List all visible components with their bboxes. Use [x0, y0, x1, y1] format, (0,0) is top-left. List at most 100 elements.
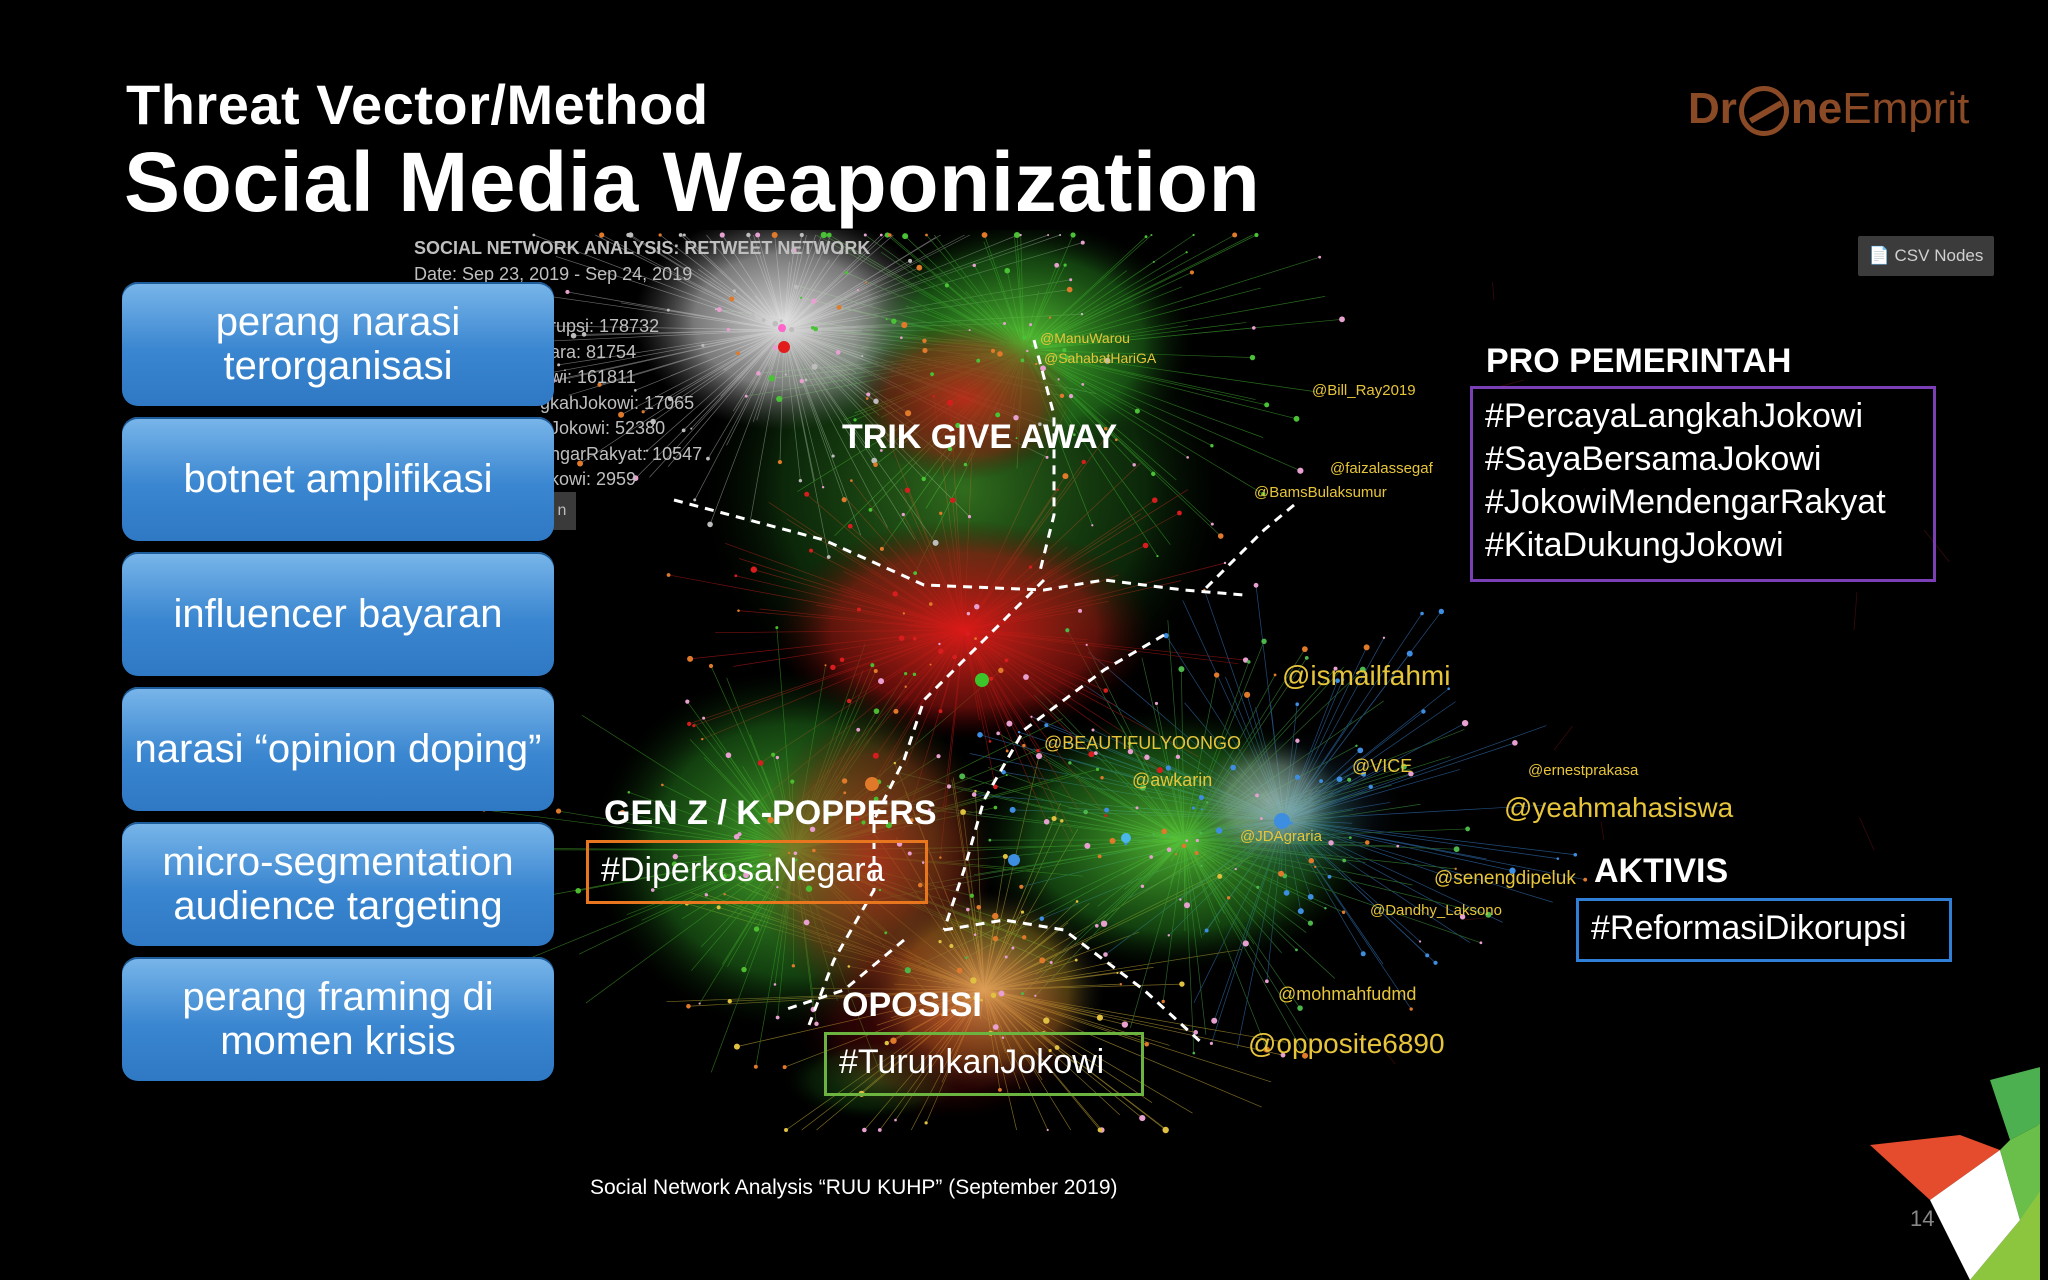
method-pill: botnet amplifikasi — [122, 417, 554, 541]
network-node — [769, 854, 772, 857]
network-graph — [404, 230, 2000, 1136]
network-node — [878, 888, 882, 892]
network-node — [1074, 958, 1078, 962]
network-node — [1036, 749, 1040, 753]
network-node — [939, 856, 942, 859]
network-node — [1249, 354, 1256, 361]
network-node — [1205, 801, 1209, 804]
network-node — [1409, 1007, 1413, 1011]
network-node — [1232, 232, 1238, 238]
network-node — [998, 667, 1004, 674]
network-node — [1039, 957, 1046, 964]
page-number: 14 — [1910, 1206, 1935, 1231]
network-node — [886, 784, 890, 788]
network-node — [658, 233, 662, 237]
network-node — [969, 893, 974, 898]
network-node — [814, 1021, 819, 1027]
network-node — [904, 672, 908, 676]
network-node — [753, 1064, 758, 1069]
network-node — [946, 784, 952, 789]
network-node — [902, 612, 906, 615]
network-node — [1215, 827, 1223, 834]
network-node — [727, 999, 732, 1004]
network-node — [1255, 793, 1259, 798]
network-node — [868, 508, 873, 512]
network-node — [1095, 924, 1099, 928]
network-node — [1420, 611, 1424, 616]
network-node — [744, 394, 748, 398]
network-node — [681, 428, 686, 433]
network-node — [799, 378, 804, 384]
network-node — [856, 607, 861, 612]
network-node — [1127, 741, 1132, 746]
network-node — [871, 457, 878, 464]
network-node — [1217, 873, 1223, 879]
network-node — [1348, 836, 1352, 840]
network-node — [686, 1003, 691, 1009]
network-node — [650, 418, 656, 425]
sna-stat: gara: 81754 — [540, 341, 637, 362]
network-node — [992, 912, 999, 920]
network-node — [1408, 770, 1414, 777]
network-node — [804, 491, 810, 497]
network-node — [757, 760, 764, 766]
network-node — [976, 358, 980, 362]
network-node — [1011, 946, 1015, 950]
network-node — [854, 816, 859, 821]
network-node — [1097, 1127, 1103, 1133]
network-node — [1400, 763, 1407, 770]
network-node — [1242, 940, 1249, 947]
network-node — [685, 699, 690, 704]
network-node — [908, 258, 913, 263]
network-node — [1583, 877, 1588, 882]
network-node — [1139, 1114, 1146, 1122]
hashtag: #DiperkosaNegara — [601, 851, 885, 889]
network-node — [847, 965, 851, 968]
network-node — [708, 663, 714, 669]
document-icon: 📄 — [1868, 246, 1890, 265]
network-node — [971, 792, 977, 797]
network-node — [1204, 928, 1209, 933]
network-node — [755, 232, 761, 238]
network-node — [964, 956, 968, 959]
network-node — [1461, 719, 1469, 727]
network-node — [1184, 902, 1191, 909]
network-node — [1294, 774, 1301, 780]
network-node — [1091, 728, 1095, 732]
network-node — [1068, 761, 1072, 765]
network-node — [1242, 657, 1249, 663]
network-node — [1060, 819, 1064, 823]
network-node — [977, 732, 983, 738]
network-node — [959, 773, 966, 780]
network-node — [993, 784, 998, 790]
network-node — [1319, 779, 1323, 783]
network-node — [902, 233, 909, 240]
network-node — [1406, 650, 1413, 657]
network-node — [1080, 312, 1084, 316]
handle-label: @opposite6890 — [1248, 1028, 1445, 1059]
network-node — [725, 752, 732, 759]
network-node — [701, 737, 704, 741]
network-node — [873, 462, 878, 467]
sna-date: Date: Sep 23, 2019 - Sep 24, 2019 — [414, 264, 693, 284]
network-node — [1244, 691, 1251, 698]
network-node — [678, 233, 683, 237]
network-node — [1048, 316, 1052, 319]
network-node — [1062, 348, 1067, 353]
network-node — [901, 512, 906, 517]
network-node — [726, 327, 731, 332]
network-node — [736, 351, 740, 356]
csv-nodes-button[interactable]: 📄 CSV Nodes — [1858, 236, 1994, 276]
network-edge — [1853, 591, 1858, 631]
network-node — [1162, 1126, 1169, 1134]
network-node — [790, 779, 795, 784]
network-node — [805, 885, 813, 892]
network-node — [709, 865, 714, 869]
network-node — [1161, 999, 1165, 1004]
network-node — [626, 232, 631, 238]
network-node — [1226, 896, 1231, 900]
network-node — [1035, 752, 1043, 760]
network-node — [1181, 843, 1187, 849]
network-node — [1054, 1045, 1060, 1050]
network-node — [925, 233, 928, 237]
